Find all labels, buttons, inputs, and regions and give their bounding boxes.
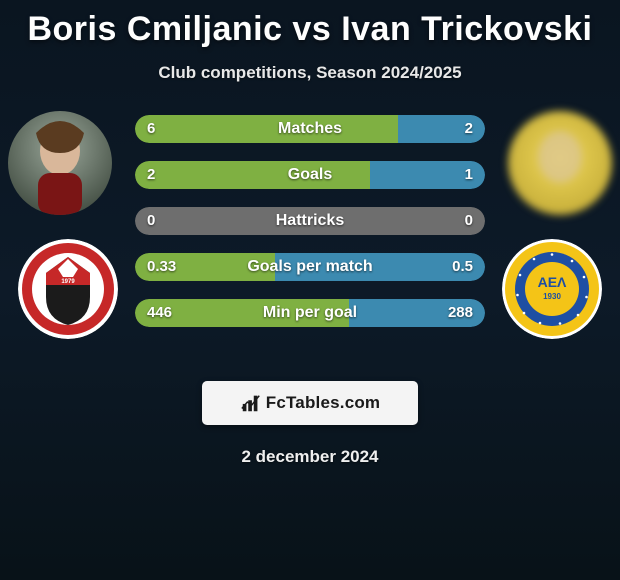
page-title: Boris Cmiljanic vs Ivan Trickovski [0, 0, 620, 49]
club-crest-icon: ΑΕΛ 1930 [502, 239, 602, 339]
club-crest-icon: 1979 [18, 239, 118, 339]
stat-bar-row: 446288Min per goal [135, 299, 485, 327]
avatar-placeholder-icon [508, 111, 612, 215]
bar-chart-icon [240, 392, 262, 414]
avatar-placeholder-icon [8, 111, 112, 215]
bar-label: Hattricks [135, 207, 485, 235]
bar-label: Min per goal [135, 299, 485, 327]
bar-label: Goals [135, 161, 485, 189]
footer-brand-text: FcTables.com [266, 393, 381, 413]
bar-label: Goals per match [135, 253, 485, 281]
date-text: 2 december 2024 [0, 447, 620, 467]
player-right-photo [508, 111, 612, 215]
svg-text:1930: 1930 [543, 292, 561, 301]
player-left-photo [8, 111, 112, 215]
footer-brand-card[interactable]: FcTables.com [202, 381, 418, 425]
stat-bar-row: 00Hattricks [135, 207, 485, 235]
stat-bar-row: 0.330.5Goals per match [135, 253, 485, 281]
stat-bar-row: 21Goals [135, 161, 485, 189]
bar-label: Matches [135, 115, 485, 143]
comparison-panel: 1979 ΑΕΛ 1930 62Matches 21Goals 00Hattrick… [0, 111, 620, 361]
club-left-badge: 1979 [18, 239, 118, 339]
stat-bar-row: 62Matches [135, 115, 485, 143]
club-right-badge: ΑΕΛ 1930 [502, 239, 602, 339]
svg-text:1979: 1979 [61, 279, 75, 285]
subtitle: Club competitions, Season 2024/2025 [0, 63, 620, 83]
stat-bars: 62Matches 21Goals 00Hattricks 0.330.5Goals … [135, 115, 485, 345]
svg-text:ΑΕΛ: ΑΕΛ [538, 274, 567, 290]
